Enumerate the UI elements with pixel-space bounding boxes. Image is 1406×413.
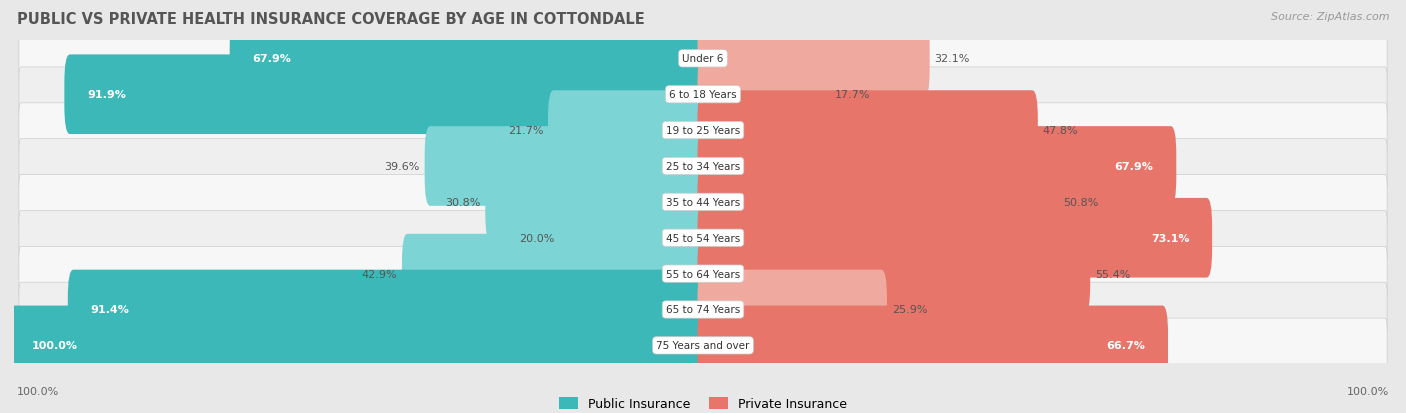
FancyBboxPatch shape	[485, 163, 709, 242]
FancyBboxPatch shape	[229, 19, 709, 99]
Text: 25 to 34 Years: 25 to 34 Years	[666, 161, 740, 171]
Text: 55 to 64 Years: 55 to 64 Years	[666, 269, 740, 279]
Text: 50.8%: 50.8%	[1063, 197, 1098, 207]
Text: 91.4%: 91.4%	[90, 305, 129, 315]
FancyBboxPatch shape	[67, 270, 709, 349]
FancyBboxPatch shape	[425, 127, 709, 206]
FancyBboxPatch shape	[18, 175, 1388, 230]
Text: 35 to 44 Years: 35 to 44 Years	[666, 197, 740, 207]
Text: 73.1%: 73.1%	[1152, 233, 1189, 243]
Text: 91.9%: 91.9%	[87, 90, 127, 100]
Text: 66.7%: 66.7%	[1107, 341, 1146, 351]
FancyBboxPatch shape	[18, 211, 1388, 266]
Text: Under 6: Under 6	[682, 54, 724, 64]
Text: 6 to 18 Years: 6 to 18 Years	[669, 90, 737, 100]
Text: 32.1%: 32.1%	[935, 54, 970, 64]
FancyBboxPatch shape	[697, 234, 1090, 314]
Text: PUBLIC VS PRIVATE HEALTH INSURANCE COVERAGE BY AGE IN COTTONDALE: PUBLIC VS PRIVATE HEALTH INSURANCE COVER…	[17, 12, 644, 27]
Text: 25.9%: 25.9%	[891, 305, 928, 315]
FancyBboxPatch shape	[18, 247, 1388, 301]
Text: 47.8%: 47.8%	[1043, 126, 1078, 136]
FancyBboxPatch shape	[18, 318, 1388, 373]
FancyBboxPatch shape	[697, 55, 831, 135]
FancyBboxPatch shape	[697, 270, 887, 349]
FancyBboxPatch shape	[402, 234, 709, 314]
FancyBboxPatch shape	[8, 306, 709, 385]
Text: 100.0%: 100.0%	[1347, 387, 1389, 396]
Text: 55.4%: 55.4%	[1095, 269, 1130, 279]
FancyBboxPatch shape	[18, 32, 1388, 86]
Text: 42.9%: 42.9%	[361, 269, 396, 279]
Text: 100.0%: 100.0%	[17, 387, 59, 396]
Text: 100.0%: 100.0%	[31, 341, 77, 351]
FancyBboxPatch shape	[697, 19, 929, 99]
Text: 67.9%: 67.9%	[253, 54, 291, 64]
Legend: Public Insurance, Private Insurance: Public Insurance, Private Insurance	[554, 392, 852, 413]
FancyBboxPatch shape	[697, 91, 1038, 171]
Text: 19 to 25 Years: 19 to 25 Years	[666, 126, 740, 136]
Text: 75 Years and over: 75 Years and over	[657, 341, 749, 351]
Text: 45 to 54 Years: 45 to 54 Years	[666, 233, 740, 243]
FancyBboxPatch shape	[18, 139, 1388, 194]
FancyBboxPatch shape	[18, 282, 1388, 337]
FancyBboxPatch shape	[697, 306, 1168, 385]
Text: 65 to 74 Years: 65 to 74 Years	[666, 305, 740, 315]
Text: 20.0%: 20.0%	[519, 233, 555, 243]
FancyBboxPatch shape	[560, 198, 709, 278]
FancyBboxPatch shape	[697, 163, 1059, 242]
FancyBboxPatch shape	[697, 198, 1212, 278]
FancyBboxPatch shape	[548, 91, 709, 171]
Text: 39.6%: 39.6%	[384, 161, 420, 171]
Text: Source: ZipAtlas.com: Source: ZipAtlas.com	[1271, 12, 1389, 22]
Text: 21.7%: 21.7%	[508, 126, 543, 136]
Text: 17.7%: 17.7%	[835, 90, 870, 100]
FancyBboxPatch shape	[65, 55, 709, 135]
Text: 30.8%: 30.8%	[446, 197, 481, 207]
FancyBboxPatch shape	[18, 68, 1388, 122]
FancyBboxPatch shape	[18, 104, 1388, 158]
FancyBboxPatch shape	[697, 127, 1177, 206]
Text: 67.9%: 67.9%	[1115, 161, 1153, 171]
